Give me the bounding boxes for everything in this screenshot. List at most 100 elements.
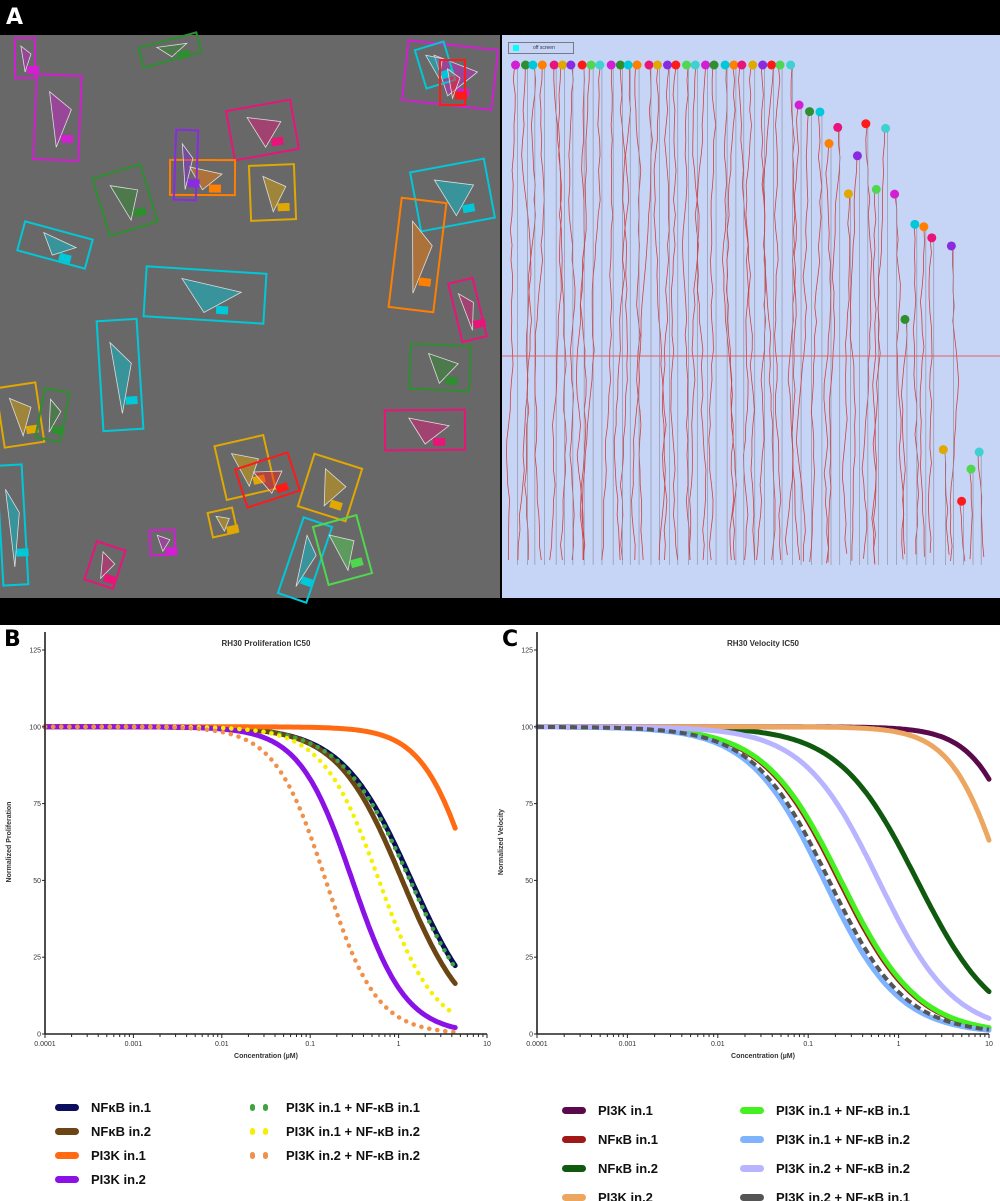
legend-label: PI3K in.1 + NF-κB in.2 <box>286 1124 421 1139</box>
cell-bounding-box <box>148 528 177 557</box>
cell-bounding-box <box>438 58 467 107</box>
cell-track <box>900 318 908 560</box>
cell-shape <box>323 467 347 507</box>
microscopy-image <box>0 35 500 598</box>
cell-annotation <box>0 463 30 587</box>
y-tick-label: 125 <box>29 648 41 655</box>
cell-track <box>756 64 766 561</box>
panel-b-label: B <box>4 627 21 652</box>
cell-track <box>912 223 919 555</box>
cell-bounding-box <box>408 342 472 393</box>
cell-track <box>670 64 678 561</box>
cell-shape <box>215 515 230 532</box>
cell-track <box>631 64 653 561</box>
cell-track <box>689 64 699 561</box>
track-marker <box>549 60 559 70</box>
cell-bounding-box <box>172 128 200 202</box>
cell-shape <box>5 489 20 567</box>
cell-annotation <box>296 452 364 523</box>
legend-text: off screen <box>533 45 555 51</box>
cell-track <box>785 104 800 556</box>
cell-id-tag <box>51 425 65 436</box>
cell-bounding-box <box>447 276 488 344</box>
cell-track <box>928 237 933 553</box>
cell-shape <box>20 45 32 73</box>
track-marker <box>671 60 681 70</box>
cell-annotation <box>13 36 40 80</box>
cell-id-tag <box>462 203 476 214</box>
track-marker <box>632 60 642 70</box>
cell-annotation <box>224 98 301 162</box>
cell-track <box>581 64 601 561</box>
y-tick-label: 25 <box>33 955 41 962</box>
cell-shape <box>328 534 355 572</box>
track-marker <box>729 60 739 70</box>
panel-a-image <box>0 31 1000 604</box>
cell-track <box>506 64 516 561</box>
legend-item: PI3K in.2 <box>562 1190 653 1201</box>
cell-track <box>601 64 614 561</box>
track-marker <box>682 60 692 70</box>
track-marker <box>709 60 719 70</box>
cell-track <box>553 64 567 561</box>
legend-label: PI3K in.1 + NF-κB in.1 <box>286 1100 421 1115</box>
legend-swatch <box>562 1107 586 1114</box>
cell-id-tag <box>125 395 138 405</box>
cell-track <box>568 64 576 561</box>
cell-shape <box>262 175 287 213</box>
track-marker <box>595 60 605 70</box>
legend-swatch <box>55 1104 79 1111</box>
track-marker <box>910 219 920 229</box>
cell-shape <box>8 397 32 438</box>
x-tick-label: 1 <box>897 1041 901 1048</box>
legend-swatch <box>250 1104 274 1111</box>
cell-track <box>774 64 782 561</box>
legend-item: PI3K in.2 + NF-κB in.2 <box>250 1148 420 1163</box>
cell-shape <box>109 341 132 414</box>
cell-bounding-box <box>142 265 268 325</box>
cell-shape <box>181 142 194 190</box>
cell-track <box>521 64 532 561</box>
cell-annotation <box>387 196 448 314</box>
track-marker <box>957 496 967 506</box>
track-marker <box>644 60 654 70</box>
cell-track <box>658 64 670 561</box>
track-marker <box>927 233 937 243</box>
cell-bounding-box <box>137 31 203 69</box>
y-axis-label: Normalized Velocity <box>498 809 505 875</box>
y-tick-label: 50 <box>33 878 41 885</box>
cell-id-tag <box>60 134 74 144</box>
x-tick-label: 0.01 <box>711 1041 725 1048</box>
panel-a-label: A <box>6 5 24 30</box>
cell-track <box>653 64 668 561</box>
legend-swatch <box>55 1128 79 1135</box>
legend-label: NFκB in.2 <box>91 1124 151 1139</box>
track-marker <box>919 222 929 232</box>
cell-bounding-box <box>91 162 159 238</box>
track-marker <box>586 60 596 70</box>
cell-bounding-box <box>247 163 298 222</box>
legend-item: PI3K in.1 <box>562 1103 653 1118</box>
track-marker <box>737 60 747 70</box>
cell-id-tag <box>226 524 240 535</box>
cell-track <box>738 64 749 561</box>
legend-item: PI3K in.1 + NF-κB in.1 <box>740 1103 910 1118</box>
cell-track <box>809 111 823 563</box>
y-axis-label: Normalized Proliferation <box>6 802 13 883</box>
track-marker <box>623 60 633 70</box>
y-tick-label: 25 <box>525 955 533 962</box>
track-marker <box>577 60 587 70</box>
series-line <box>42 724 458 1035</box>
legend-item: PI3K in.1 + NF-κB in.2 <box>740 1132 910 1147</box>
track-marker <box>974 447 984 457</box>
legend-swatch <box>513 45 519 51</box>
cell-id-tag <box>472 318 487 329</box>
x-tick-label: 10 <box>985 1041 993 1048</box>
cell-id-tag <box>418 277 432 287</box>
cell-shape <box>412 220 433 294</box>
x-tick-label: 0.1 <box>305 1041 315 1048</box>
cell-annotation <box>137 31 203 69</box>
cell-track <box>823 143 832 564</box>
x-tick-label: 0.0001 <box>34 1041 56 1048</box>
series-line <box>534 724 992 843</box>
